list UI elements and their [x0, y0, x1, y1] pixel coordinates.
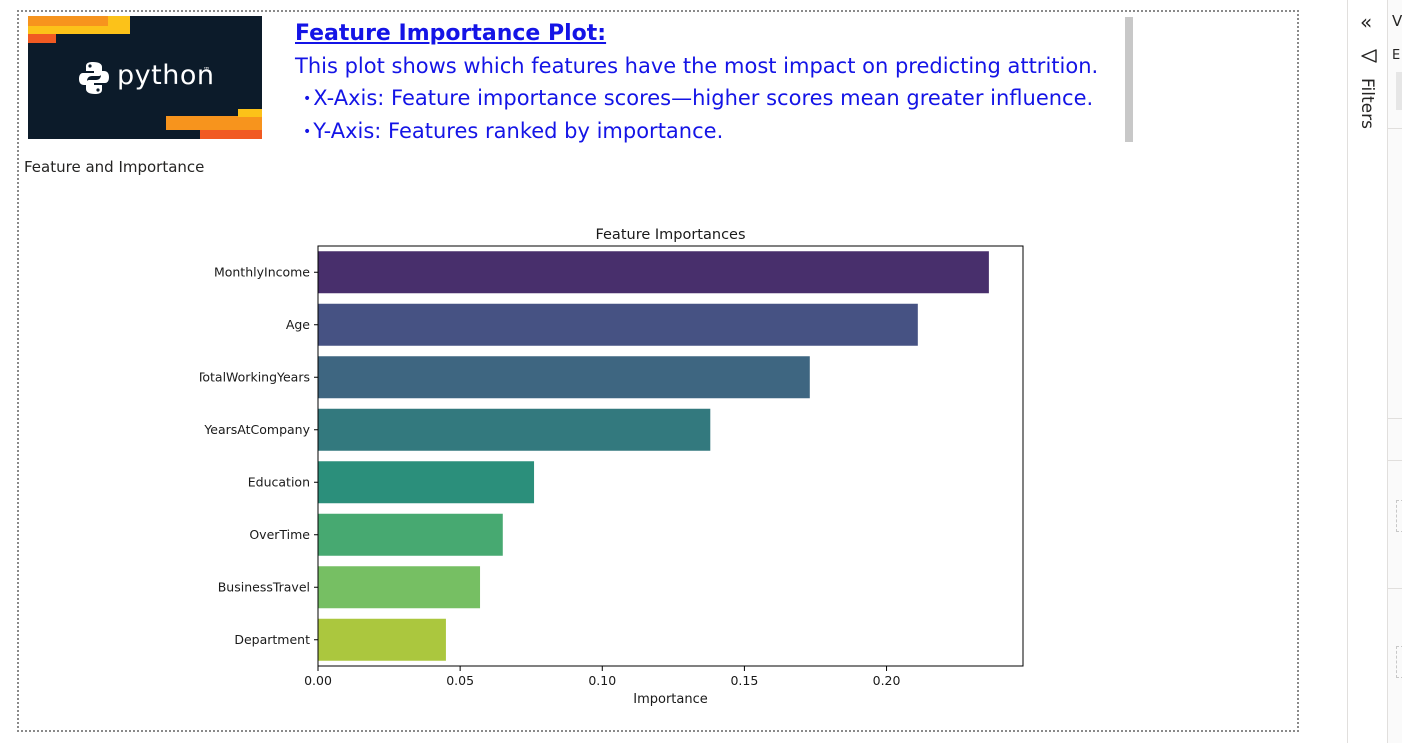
x-tick-label: 0.20 — [873, 673, 901, 688]
pane-divider — [1388, 418, 1402, 419]
x-tick-label: 0.05 — [446, 673, 474, 688]
y-tick-label: YearsAtCompany — [203, 422, 310, 437]
pane-divider — [1388, 588, 1402, 589]
y-tick-label: Department — [234, 632, 310, 647]
filter-icon — [1361, 49, 1377, 63]
x-axis-label: Importance — [633, 692, 708, 707]
y-tick-label: OverTime — [249, 527, 310, 542]
filters-pane-label[interactable]: Filters — [1357, 78, 1377, 129]
visualizations-pane-title: V — [1392, 12, 1402, 30]
description-textbox[interactable]: Feature Importance Plot: This plot shows… — [295, 18, 1115, 148]
pane-divider — [1388, 460, 1402, 461]
bar-businesstravel — [318, 566, 481, 609]
x-tick-label: 0.00 — [304, 673, 332, 688]
visual-title: Feature and Importance — [24, 158, 205, 176]
bar-education — [318, 461, 535, 504]
textbox-scrollbar[interactable] — [1125, 17, 1133, 142]
bullet-dot: • — [303, 91, 312, 107]
feature-importance-chart: MonthlyIncome Age TotalWorkingYears YearsAt… — [200, 227, 1024, 707]
trademark-symbol: ™ — [203, 66, 210, 74]
collapse-pane-icon[interactable]: « — [1360, 10, 1373, 34]
bullet-dot: • — [303, 124, 312, 140]
visualizations-pane-subtitle: E — [1392, 48, 1401, 63]
y-tick-label: Education — [248, 474, 310, 489]
report-canvas: python ™ Feature Importance Plot: This p… — [17, 10, 1299, 732]
x-tick-label: 0.15 — [730, 673, 758, 688]
bar-department — [318, 618, 446, 661]
x-tick-label: 0.10 — [588, 673, 616, 688]
python-logo-image: python ™ — [28, 16, 262, 139]
y-tick-label: MonthlyIncome — [214, 264, 310, 279]
field-well[interactable] — [1396, 500, 1402, 532]
textbox-title: Feature Importance Plot: — [295, 21, 607, 46]
y-tick-label: TotalWorkingYears — [200, 369, 310, 384]
bullet-x-axis: X-Axis: Feature importance scores—higher… — [313, 86, 1094, 110]
visualizations-search-box[interactable] — [1396, 72, 1402, 110]
pane-divider — [1388, 128, 1402, 129]
bar-overtime — [318, 513, 503, 556]
field-well[interactable] — [1396, 646, 1402, 678]
python-logo-text: python — [117, 60, 215, 91]
textbox-description: This plot shows which features have the … — [295, 54, 1099, 78]
plot-frame — [317, 245, 1024, 667]
python-logo-icon — [79, 62, 109, 94]
visualizations-pane: V E — [1387, 0, 1402, 743]
bar-yearsatcompany — [318, 408, 711, 451]
y-tick-label: BusinessTravel — [218, 579, 310, 594]
python-visual-frame[interactable] — [17, 10, 1299, 732]
bullet-y-axis: Y-Axis: Features ranked by importance. — [313, 119, 724, 143]
bar-age — [318, 303, 918, 346]
bar-monthlyincome — [318, 251, 989, 294]
textbox-bullet: •Y-Axis: Features ranked by importance. — [295, 115, 1115, 148]
bar-totalworkingyears — [318, 356, 810, 399]
textbox-bullet: •X-Axis: Feature importance scores—highe… — [295, 82, 1115, 115]
chart-title: Feature Importances — [595, 227, 745, 243]
y-tick-label: Age — [286, 317, 310, 332]
